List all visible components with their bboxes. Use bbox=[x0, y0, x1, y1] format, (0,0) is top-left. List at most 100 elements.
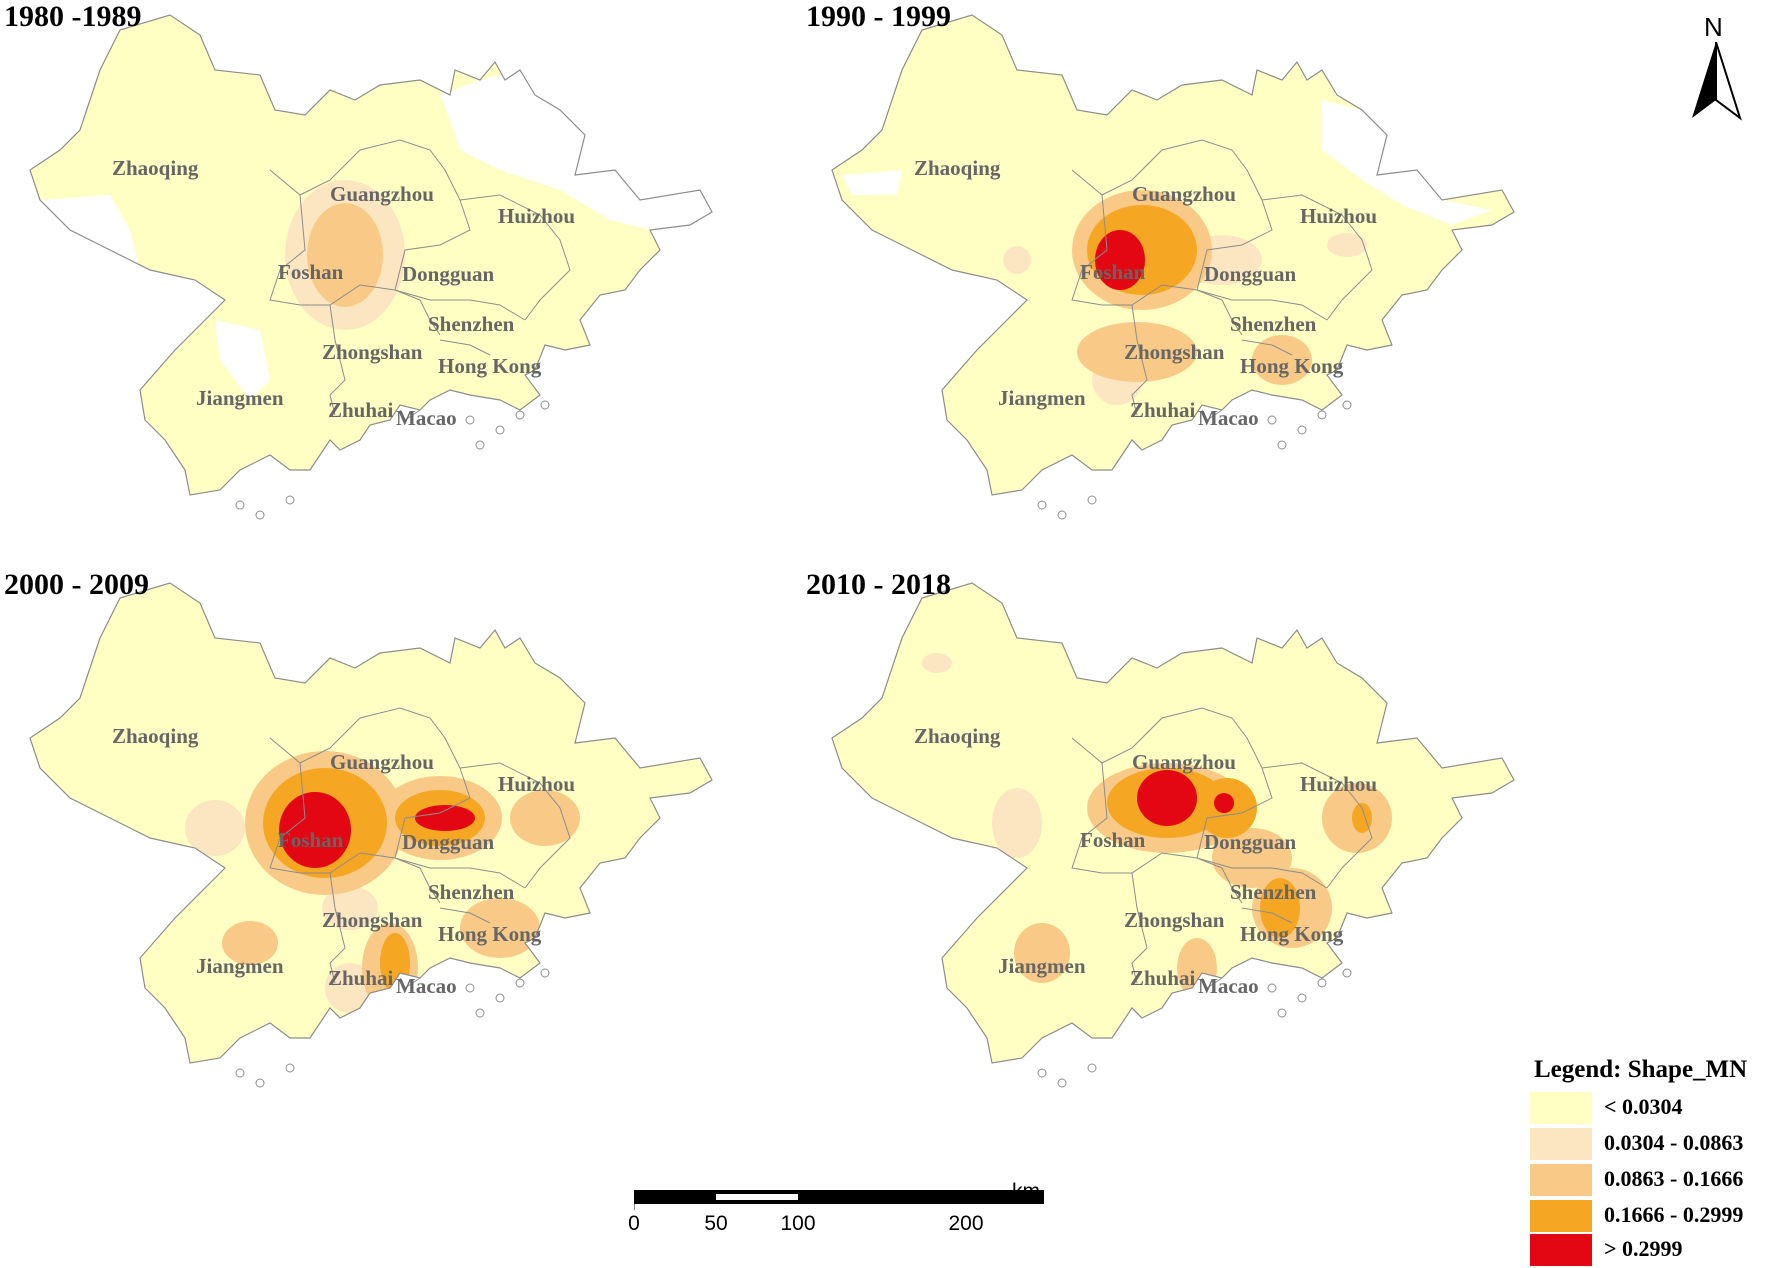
legend-item: 0.0304 - 0.0863 bbox=[1528, 1126, 1772, 1162]
city-boundary bbox=[394, 289, 526, 321]
city-boundary bbox=[1102, 852, 1223, 874]
region-outline bbox=[29, 582, 713, 1064]
region-outline bbox=[831, 582, 1515, 1064]
city-label-foshan: Foshan bbox=[1080, 260, 1146, 284]
legend-swatch bbox=[1530, 1092, 1592, 1124]
city-label-zhongshan: Zhongshan bbox=[322, 340, 423, 364]
legend-item: 0.0863 - 0.1666 bbox=[1528, 1162, 1772, 1198]
island bbox=[540, 968, 550, 978]
island bbox=[1342, 968, 1352, 978]
hotspot-class3 bbox=[510, 790, 580, 846]
hotspot-class2 bbox=[992, 788, 1042, 858]
hotspot-class2 bbox=[185, 800, 245, 856]
city-label-dongguan: Dongguan bbox=[1204, 262, 1297, 286]
legend-swatch bbox=[1530, 1128, 1592, 1160]
hotspot-class4 bbox=[1260, 878, 1300, 938]
city-label-foshan: Foshan bbox=[278, 828, 344, 852]
island bbox=[255, 510, 265, 520]
hotspot-class2 bbox=[1003, 246, 1031, 274]
city-label-dongguan: Dongguan bbox=[1204, 830, 1297, 854]
hotspot-class4 bbox=[1352, 803, 1372, 833]
city-label-zhongshan: Zhongshan bbox=[1124, 340, 1225, 364]
city-boundary bbox=[1201, 409, 1223, 421]
island bbox=[1297, 425, 1307, 435]
city-boundary bbox=[399, 409, 421, 421]
city-label-zhuhai: Zhuhai bbox=[1130, 966, 1196, 990]
city-label-zhuhai: Zhuhai bbox=[1130, 398, 1196, 422]
island bbox=[1317, 978, 1327, 988]
city-label-zhaoqing: Zhaoqing bbox=[914, 724, 1001, 748]
island bbox=[1297, 993, 1307, 1003]
city-label-shenzhen: Shenzhen bbox=[1230, 312, 1317, 336]
island bbox=[475, 440, 485, 450]
city-label-zhongshan: Zhongshan bbox=[322, 908, 423, 932]
no-data-area bbox=[440, 70, 712, 230]
city-boundary bbox=[1196, 767, 1273, 859]
city-label-foshan: Foshan bbox=[1080, 828, 1146, 852]
city-label-zhuhai: Zhuhai bbox=[328, 966, 394, 990]
map-panel-2010s: 2010 - 2018 Zhaoqing Guangzhou Huizhou Fosh… bbox=[802, 568, 1662, 1168]
city-boundary bbox=[299, 139, 461, 201]
legend-label: 0.1666 - 0.2999 bbox=[1604, 1202, 1744, 1227]
city-boundary bbox=[269, 169, 306, 306]
city-boundary bbox=[419, 867, 441, 904]
island bbox=[1267, 983, 1277, 993]
island bbox=[1037, 1068, 1047, 1078]
city-boundary bbox=[269, 737, 306, 874]
city-boundary bbox=[299, 707, 461, 769]
city-label-shenzhen: Shenzhen bbox=[1230, 880, 1317, 904]
city-label-zhongshan: Zhongshan bbox=[1124, 908, 1225, 932]
scale-tick: 200 bbox=[948, 1212, 984, 1235]
island bbox=[255, 1078, 265, 1088]
island bbox=[465, 983, 475, 993]
legend-title: Legend: Shape_MN bbox=[1534, 1056, 1748, 1083]
island bbox=[235, 1068, 245, 1078]
hotspot-class3 bbox=[1014, 923, 1070, 983]
city-boundary bbox=[439, 339, 491, 356]
hotspot-class5 bbox=[1095, 230, 1145, 290]
island bbox=[235, 500, 245, 510]
city-label-zhuhai: Zhuhai bbox=[328, 398, 394, 422]
hotspot-class5 bbox=[1214, 793, 1234, 813]
island bbox=[1057, 510, 1067, 520]
island bbox=[1342, 400, 1352, 410]
city-boundary bbox=[1131, 304, 1148, 416]
city-boundary bbox=[394, 857, 526, 889]
city-boundary bbox=[300, 852, 421, 874]
city-boundary bbox=[394, 199, 471, 291]
legend-swatch bbox=[1530, 1234, 1592, 1266]
city-boundary bbox=[1261, 762, 1373, 889]
island bbox=[540, 400, 550, 410]
city-boundary bbox=[459, 194, 571, 321]
city-label-hongkong: Hong Kong bbox=[438, 922, 542, 946]
legend-item: > 0.2999 bbox=[1528, 1232, 1772, 1268]
map-panel-1990s: 1990 - 1999 Zhaoqing Guangzhou Huizhou Fosh… bbox=[802, 0, 1662, 600]
city-boundary bbox=[1221, 867, 1243, 904]
city-label-guangzhou: Guangzhou bbox=[330, 750, 434, 774]
scale-tick: 50 bbox=[704, 1212, 728, 1235]
city-boundary bbox=[439, 907, 491, 924]
region-outline bbox=[831, 14, 1515, 496]
city-boundary bbox=[1101, 707, 1263, 769]
city-label-zhaoqing: Zhaoqing bbox=[112, 156, 199, 180]
island bbox=[1037, 500, 1047, 510]
island bbox=[1087, 1063, 1097, 1073]
island bbox=[515, 978, 525, 988]
city-boundary bbox=[1261, 194, 1373, 321]
city-label-jiangmen: Jiangmen bbox=[998, 954, 1086, 978]
city-boundary bbox=[1241, 907, 1293, 924]
hotspot-class3 bbox=[307, 203, 383, 307]
city-boundary bbox=[1221, 299, 1243, 336]
city-label-huizhou: Huizhou bbox=[498, 204, 576, 228]
region-map bbox=[29, 582, 713, 1088]
city-boundary bbox=[300, 284, 421, 306]
legend-label: > 0.2999 bbox=[1604, 1236, 1683, 1261]
island bbox=[1277, 1008, 1287, 1018]
city-label-zhaoqing: Zhaoqing bbox=[914, 156, 1001, 180]
scale-bar bbox=[634, 1190, 1044, 1210]
city-boundary bbox=[1241, 339, 1293, 356]
city-boundary bbox=[329, 872, 346, 984]
no-data-area bbox=[40, 195, 140, 270]
island bbox=[495, 425, 505, 435]
island bbox=[515, 410, 525, 420]
